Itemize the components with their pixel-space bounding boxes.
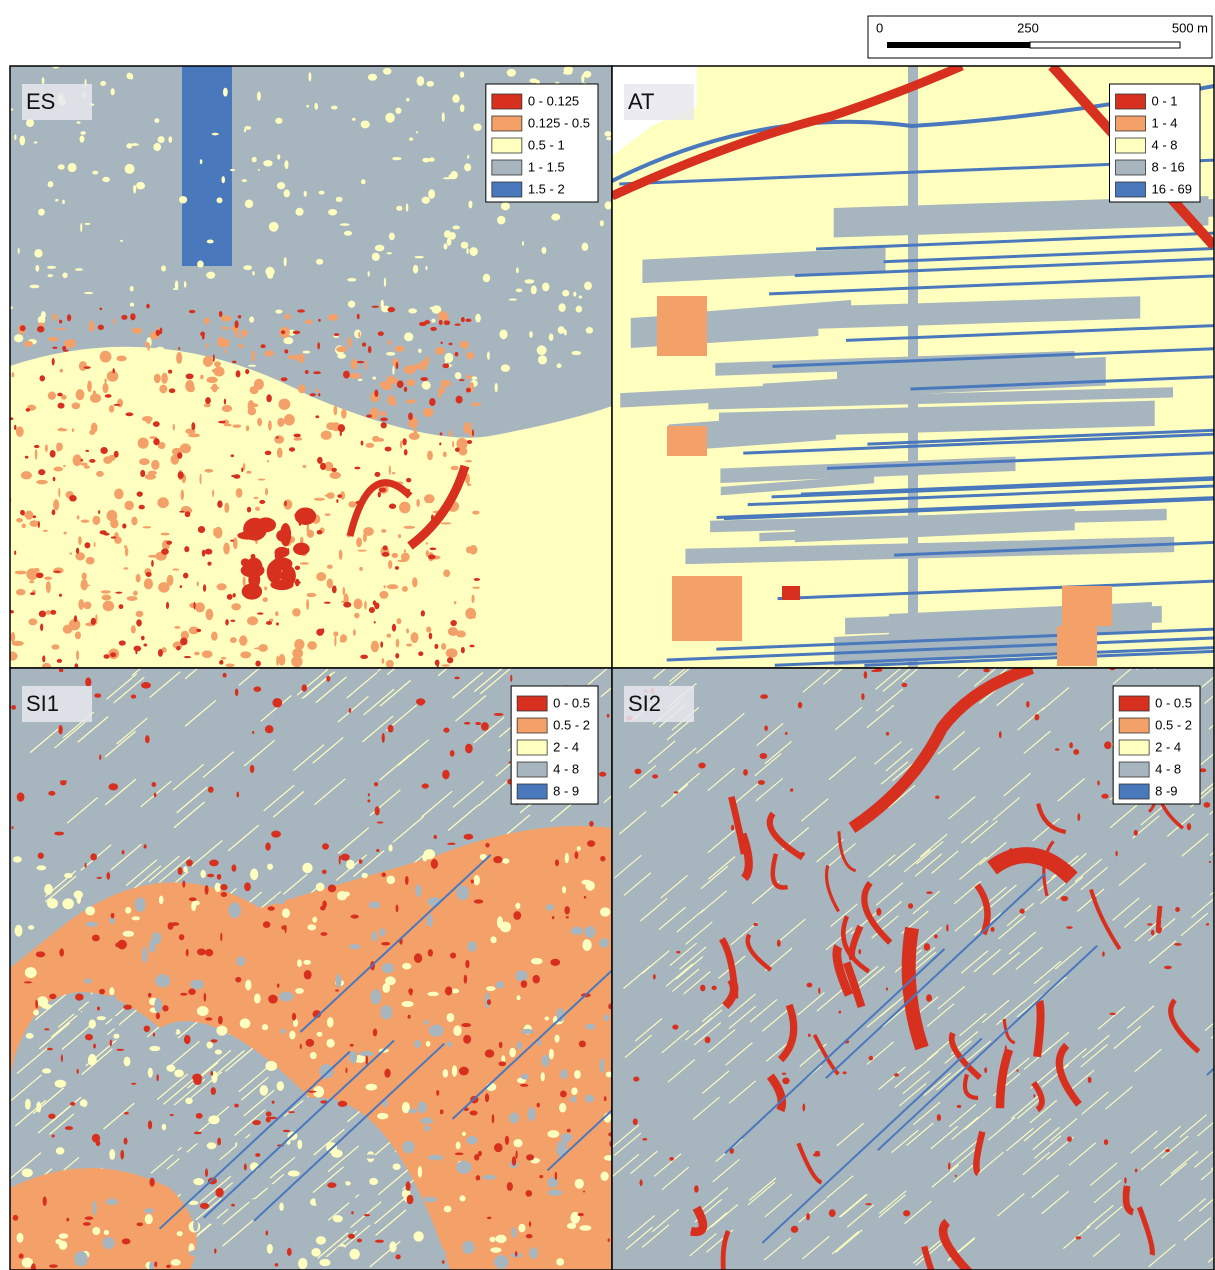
legend-swatch	[516, 695, 548, 712]
legend-swatch	[1115, 181, 1146, 198]
legend-label: 16 - 69	[1152, 181, 1192, 196]
legend-label: 0.5 - 2	[1155, 717, 1192, 732]
scale-label: 250	[1017, 20, 1039, 35]
legend-swatch	[516, 761, 548, 778]
legend-swatch	[1118, 717, 1150, 734]
legend-swatch	[1118, 761, 1150, 778]
legend-label: 2 - 4	[1155, 739, 1181, 754]
legend-label: 4 - 8	[1155, 761, 1181, 776]
legend-label: 4 - 8	[553, 761, 579, 776]
panel-label-bg	[624, 84, 694, 120]
legend-label: 1 - 1.5	[528, 159, 565, 174]
legend-label: 0 - 0.5	[1155, 695, 1192, 710]
legend: 0 - 0.5 0.5 - 2 2 - 4 4 - 8 8 -9	[1112, 685, 1201, 805]
legend-swatch	[1115, 115, 1146, 132]
legend-swatch	[1115, 137, 1146, 154]
scale-label: 0	[876, 20, 883, 35]
legend-label: 8 - 16	[1152, 159, 1185, 174]
map-panel: SI1 0 - 0.5 0.5 - 2 2 - 4 4 - 8 8 - 9	[9, 667, 613, 1270]
legend-label: 0.125 - 0.5	[528, 115, 590, 130]
scale-label: 500 m	[1172, 20, 1208, 35]
legend-swatch	[491, 181, 523, 198]
panel-label-bg	[22, 84, 92, 120]
legend-label: 0.5 - 1	[528, 137, 565, 152]
panels: ES 0 - 0.125 0.125 - 0.5 0.5 - 1 1 - 1.5 1.5 …	[9, 65, 1215, 1270]
map-panel: AT 0 - 1 1 - 4 4 - 8 8 - 16 16 - 69	[611, 65, 1215, 669]
legend-label: 8 -9	[1155, 783, 1177, 798]
scale-bar-white	[1029, 41, 1181, 49]
legend-label: 0.5 - 2	[553, 717, 590, 732]
legend-swatch	[1115, 93, 1146, 110]
legend-swatch	[516, 739, 548, 756]
map-panel: ES 0 - 0.125 0.125 - 0.5 0.5 - 1 1 - 1.5 1.5 …	[9, 65, 613, 669]
panel-frame	[611, 667, 1215, 1270]
legend-swatch	[1118, 739, 1150, 756]
panel-label-bg	[624, 686, 694, 722]
legend-label: 0 - 1	[1152, 93, 1178, 108]
legend-label: 1 - 4	[1152, 115, 1178, 130]
legend-swatch	[516, 717, 548, 734]
legend-label: 0 - 0.125	[528, 93, 579, 108]
legend-swatch	[491, 115, 523, 132]
legend-swatch	[1118, 695, 1150, 712]
scale-bar-black	[887, 42, 1030, 48]
legend-label: 0 - 0.5	[553, 695, 590, 710]
legend-label: 4 - 8	[1152, 137, 1178, 152]
legend-label: 2 - 4	[553, 739, 579, 754]
legend: 0 - 1 1 - 4 4 - 8 8 - 16 16 - 69	[1109, 83, 1201, 203]
legend-label: 8 - 9	[553, 783, 579, 798]
legend-swatch	[491, 159, 523, 176]
map-panel: SI2 0 - 0.5 0.5 - 2 2 - 4 4 - 8 8 -9	[611, 667, 1215, 1270]
scale-bar: 0 250 500 m	[867, 15, 1213, 59]
panel-label: ES	[26, 89, 55, 114]
legend-swatch	[1115, 159, 1146, 176]
panel-label: SI2	[628, 691, 661, 716]
panel-label: SI1	[26, 691, 59, 716]
legend-swatch	[491, 137, 523, 154]
legend-swatch	[1118, 783, 1150, 800]
legend: 0 - 0.5 0.5 - 2 2 - 4 4 - 8 8 - 9	[510, 685, 599, 805]
legend-swatch	[491, 93, 523, 110]
legend: 0 - 0.125 0.125 - 0.5 0.5 - 1 1 - 1.5 1.5 - …	[485, 83, 599, 203]
legend-swatch	[516, 783, 548, 800]
panel-label: AT	[628, 89, 654, 114]
panel-label-bg	[22, 686, 92, 722]
legend-label: 1.5 - 2	[528, 181, 565, 196]
scale-bar-frame	[867, 15, 1213, 59]
